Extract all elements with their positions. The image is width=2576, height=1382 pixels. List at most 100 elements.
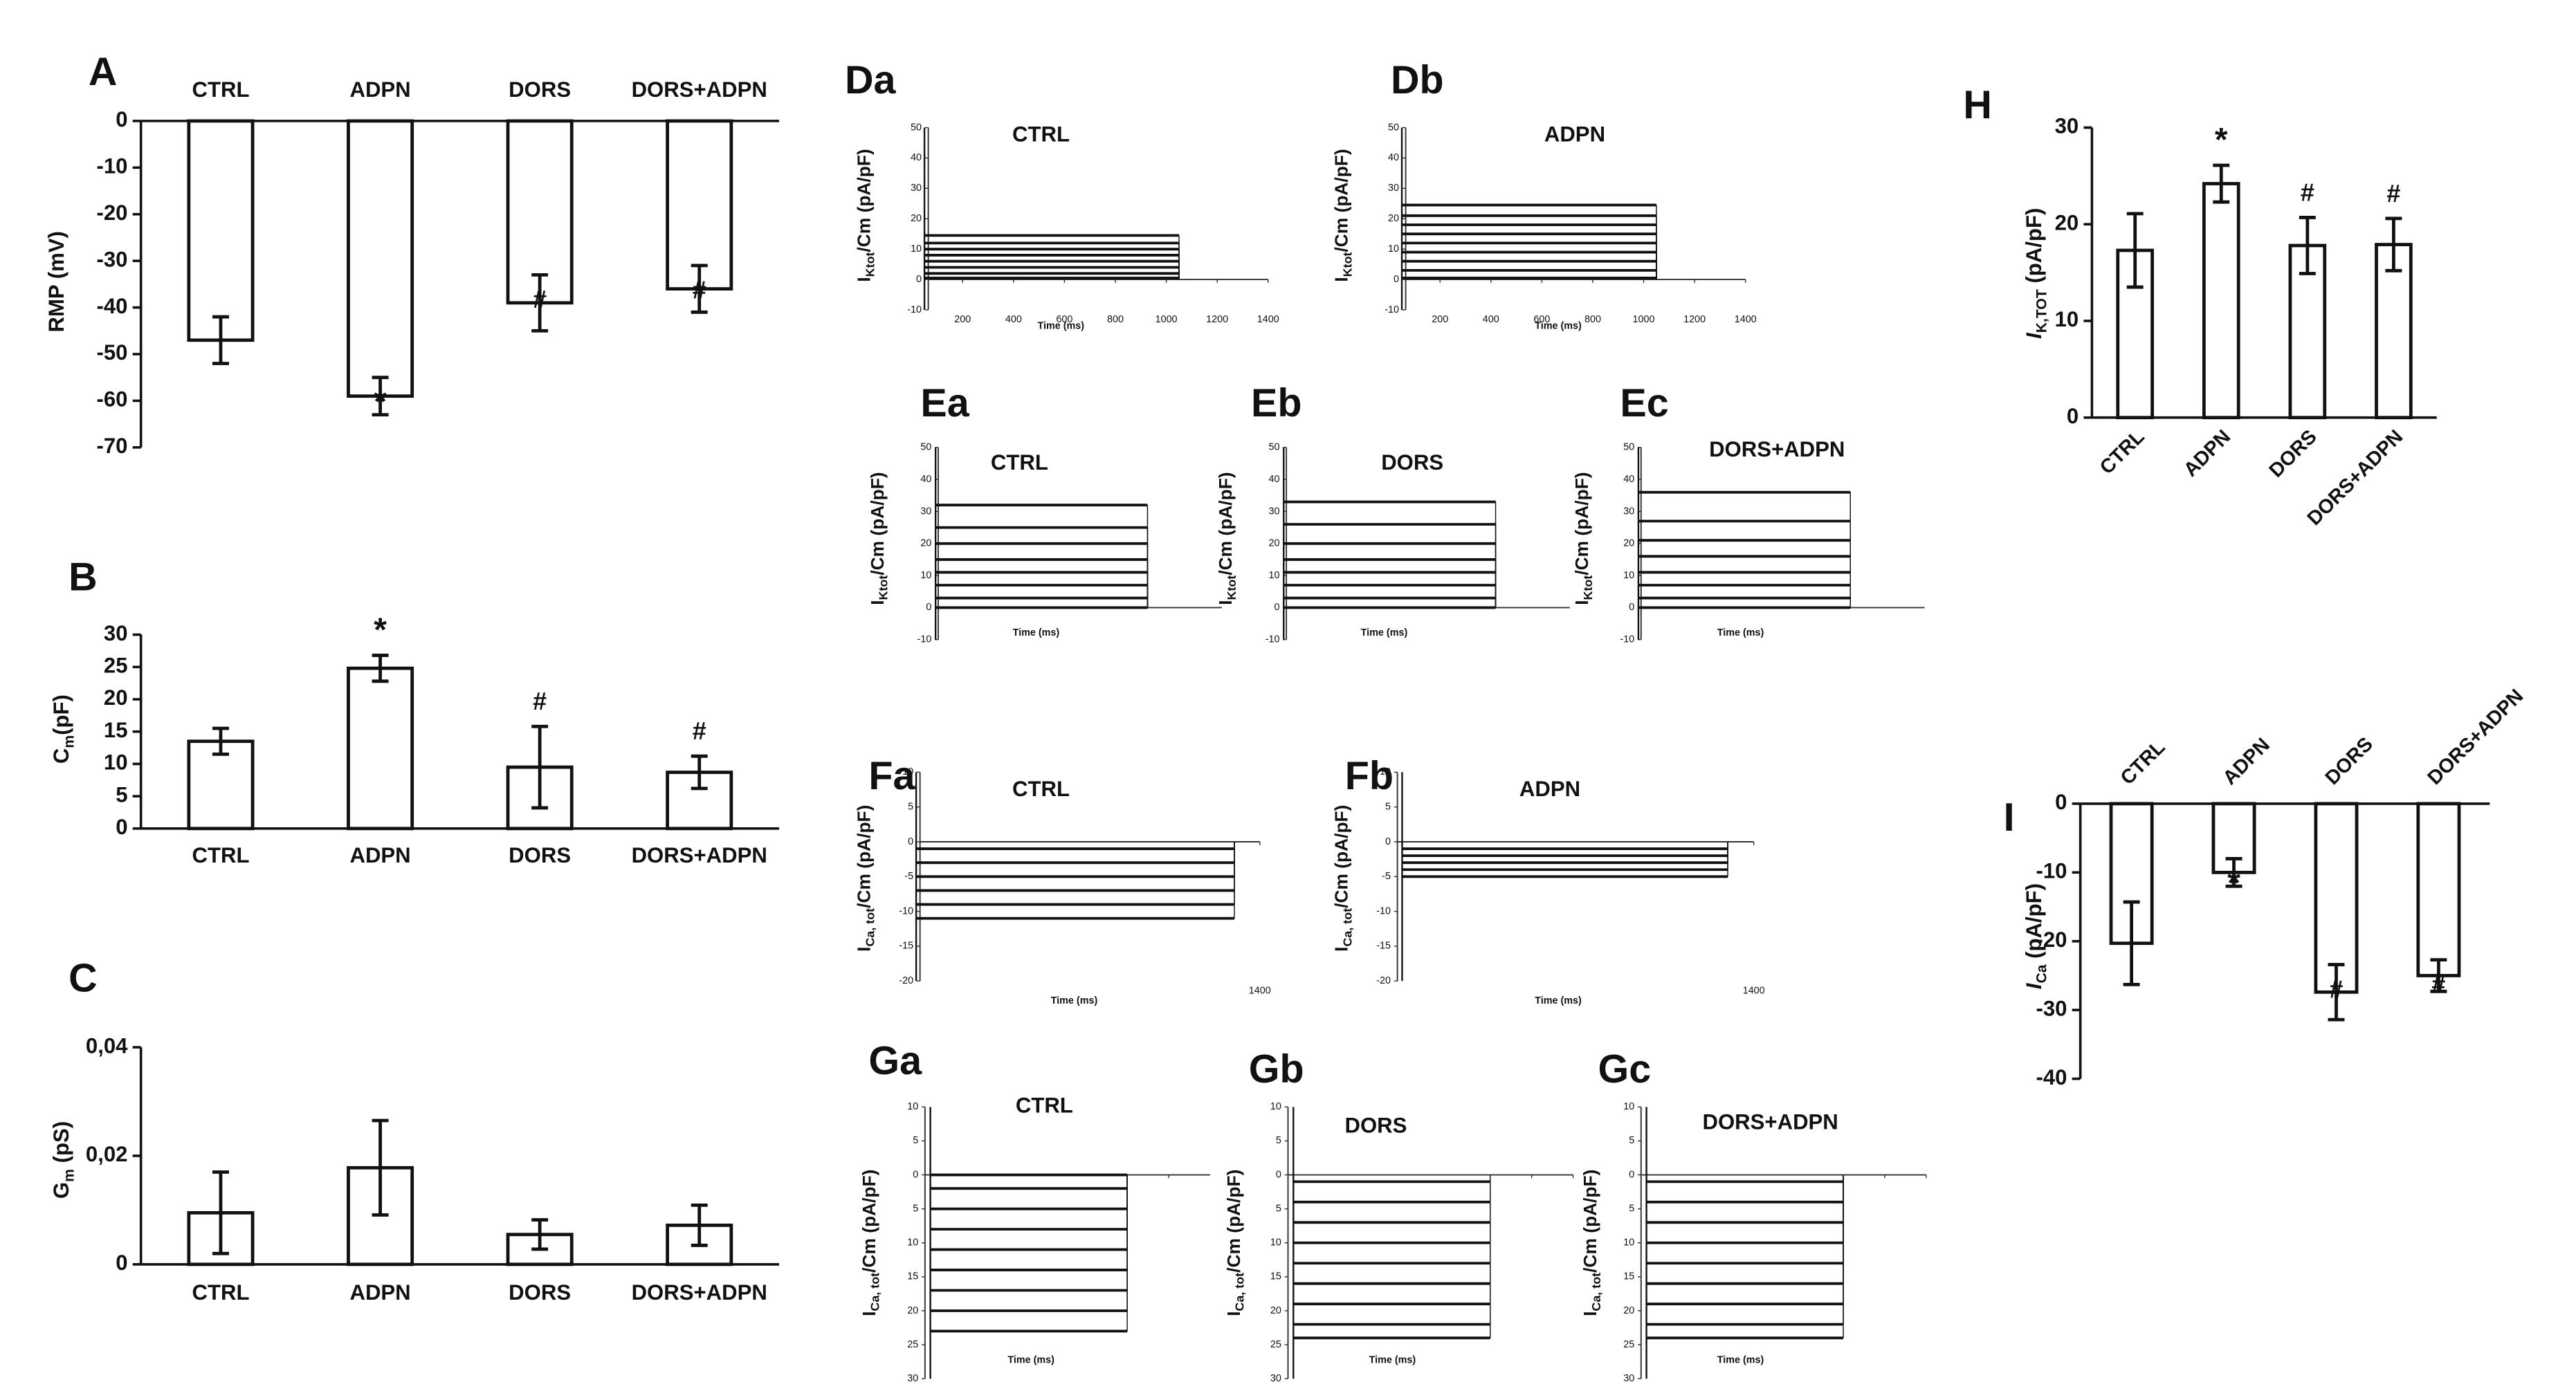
- y-tick-label: 10: [104, 750, 128, 775]
- error-bar: [2213, 163, 2230, 204]
- step: [929, 1174, 1128, 1250]
- step: [915, 842, 1235, 877]
- step: [1645, 1174, 1844, 1284]
- y-label-main: I: [1571, 600, 1592, 605]
- panel-letter: I: [2004, 795, 2015, 840]
- y-tick-label: 15: [1623, 1271, 1634, 1282]
- y-tick-label: 10: [1270, 1101, 1281, 1112]
- y-tick-label: 0: [1385, 836, 1391, 847]
- y-tick-label: 20: [1270, 1305, 1281, 1316]
- trace-title: DORS+ADPN: [1702, 1109, 1838, 1134]
- x-tick-label: 1200: [1206, 314, 1228, 325]
- significance-mark: *: [2215, 122, 2228, 158]
- bar: [2314, 802, 2359, 994]
- y-tick-label: 20: [104, 685, 128, 710]
- y-label-rest: /Cm (pA/pF): [859, 1170, 879, 1273]
- y-tick-label: -15: [1376, 941, 1391, 952]
- y-tick-label: 50: [1623, 442, 1634, 453]
- x-tick-label: CTRL: [192, 843, 249, 867]
- step: [1638, 521, 1851, 608]
- error-bar: [691, 264, 708, 314]
- y-axis-label: ICa, tot/Cm (pA/pF): [1580, 1170, 1603, 1316]
- x-tick-label: 1000: [1155, 314, 1178, 325]
- y-tick-label: 5: [913, 1135, 918, 1146]
- panel-letter: Gc: [1598, 1047, 1651, 1091]
- x-tick-label: DORS+ADPN: [2424, 685, 2528, 789]
- x-tick-label: 800: [1107, 314, 1124, 325]
- trace-title: CTRL: [1012, 777, 1070, 801]
- y-tick-label: 20: [1269, 538, 1280, 549]
- trace-title: DORS: [1381, 450, 1443, 475]
- y-tick-label: 10: [920, 570, 931, 581]
- y-tick-label: 10: [907, 1237, 918, 1249]
- y-label-rest: /Cm (pA/pF): [854, 805, 875, 908]
- x-tick-label: 1000: [1633, 314, 1655, 325]
- bar: [347, 119, 414, 398]
- y-tick-label: 25: [104, 653, 128, 677]
- y-label-rest: (pA/pF): [2022, 883, 2046, 965]
- y-tick-label: -10: [907, 304, 922, 315]
- y-tick-label: -5: [1382, 871, 1391, 882]
- y-label-main: I: [1215, 600, 1236, 605]
- y-axis-label: ICa (pA/pF): [2022, 883, 2049, 989]
- panel-letter: Db: [1391, 58, 1444, 102]
- step: [929, 1174, 1128, 1230]
- y-tick-label: -15: [899, 941, 913, 952]
- step: [1283, 501, 1497, 608]
- y-tick-label: 30: [1269, 506, 1280, 517]
- significance-mark: #: [693, 276, 706, 304]
- error-bar: [691, 1203, 708, 1247]
- y-axis-label: IKtot/Cm (pA/pF): [854, 149, 877, 282]
- y-label-sub: Ktot: [863, 252, 877, 277]
- y-label-rest: /Cm (pA/pF): [1571, 472, 1592, 575]
- y-tick-label: 40: [1623, 474, 1634, 485]
- significance-mark: #: [693, 717, 706, 745]
- x-tick-label: CTRL: [192, 1280, 249, 1305]
- y-tick-label: -10: [1620, 634, 1634, 645]
- x-tick-label: 400: [1483, 314, 1499, 325]
- y-tick-label: 15: [1270, 1271, 1281, 1282]
- bar: [347, 666, 414, 831]
- y-tick-label: 10: [1270, 1237, 1281, 1249]
- y-tick-label: 10: [1269, 570, 1280, 581]
- step: [1645, 1174, 1844, 1264]
- y-label-sub: Ktot: [1581, 575, 1595, 600]
- y-tick-label: -40: [97, 294, 128, 318]
- y-label-sub: Ktot: [876, 575, 890, 600]
- y-tick-label: 30: [1270, 1373, 1281, 1382]
- y-tick-label: 30: [907, 1373, 918, 1382]
- y-tick-label: 25: [1623, 1339, 1634, 1350]
- y-label-sub: m: [61, 735, 77, 748]
- step: [1292, 1174, 1491, 1264]
- step: [1638, 492, 1851, 608]
- y-tick-label: -10: [1385, 304, 1399, 315]
- x-axis-label: Time (ms): [1013, 627, 1060, 638]
- significance-mark: *: [374, 612, 387, 649]
- y-tick-label: 0,02: [86, 1142, 128, 1166]
- y-label-main: I: [1580, 1311, 1600, 1316]
- y-tick-label: -30: [97, 247, 128, 271]
- y-tick-label: -60: [97, 387, 128, 412]
- x-tick-label: CTRL: [2117, 736, 2170, 789]
- y-label-rest: /Cm (pA/pF): [1223, 1170, 1244, 1273]
- y-tick-label: 40: [1269, 474, 1280, 485]
- step: [1292, 1174, 1491, 1325]
- x-tick-label: DORS: [509, 843, 571, 867]
- y-tick-label: 30: [1388, 183, 1399, 194]
- error-bar: [212, 315, 229, 365]
- x-tick-label: ADPN: [2180, 425, 2235, 481]
- y-axis-label: Cm(pF): [49, 694, 77, 764]
- step: [915, 842, 1235, 919]
- bar: [187, 119, 255, 342]
- step: [929, 1174, 1128, 1189]
- x-tick-label: ADPN: [349, 1280, 410, 1305]
- step: [1292, 1174, 1491, 1243]
- error-bar: [212, 726, 229, 756]
- x-tick-label: CTRL: [192, 77, 249, 102]
- error-bar: [2299, 216, 2316, 275]
- y-tick-label: 20: [1623, 538, 1634, 549]
- y-tick-label: 25: [907, 1339, 918, 1350]
- y-label-main: C: [49, 748, 73, 764]
- error-bar: [2123, 900, 2140, 986]
